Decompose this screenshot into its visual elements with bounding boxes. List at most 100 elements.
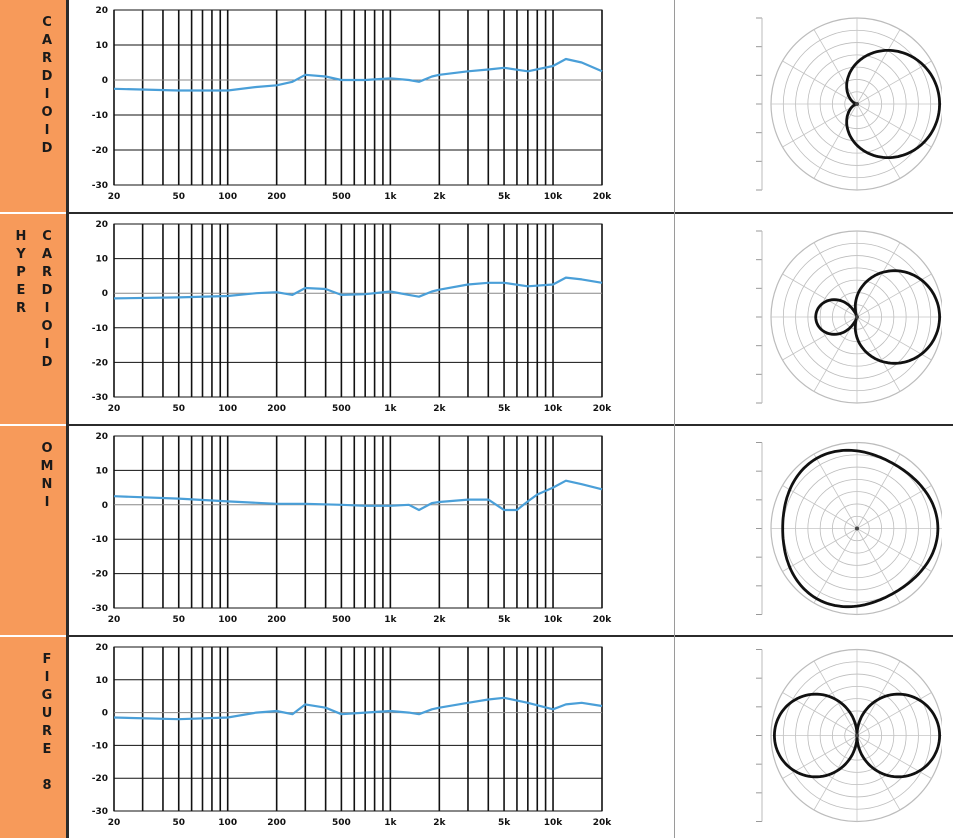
polar-spoke	[856, 29, 901, 105]
pattern-row: O M N I 20 10 0 -10 -20 -30 20 50 100 200 500 1k 2k 5k…	[0, 426, 953, 637]
pattern-label-text: H Y P E R	[15, 229, 27, 316]
y-tick-label: -30	[92, 604, 108, 614]
pattern-label-text: C A R D I O I D	[41, 15, 53, 156]
polar-spoke	[856, 316, 932, 361]
frequency-response-line	[113, 479, 603, 512]
x-tick-label: 200	[267, 818, 286, 828]
pattern-label: O M N I	[0, 426, 66, 635]
x-tick-label: 20	[108, 818, 121, 828]
polar-center-dot	[855, 526, 859, 531]
y-tick-label: 0	[102, 501, 108, 511]
y-tick-label: 0	[102, 709, 108, 719]
plot-frame	[113, 435, 603, 609]
polar-spoke	[782, 528, 858, 572]
x-tick-label: 2k	[433, 404, 446, 414]
x-tick-label: 10k	[544, 192, 564, 202]
y-tick-label: -20	[92, 358, 108, 368]
x-tick-label: 5k	[498, 404, 511, 414]
x-tick-label: 50	[172, 404, 185, 414]
polar-center-dot	[855, 315, 859, 319]
row-separator	[66, 424, 953, 426]
y-tick-label: -10	[92, 324, 108, 334]
column-divider	[674, 0, 675, 838]
row-separator	[66, 635, 953, 637]
polar-pattern-chart	[756, 648, 942, 823]
label-divider	[66, 637, 69, 838]
row-separator	[66, 212, 953, 214]
x-tick-label: 500	[332, 818, 351, 828]
polar-spoke	[856, 103, 901, 179]
polar-spoke	[782, 103, 858, 148]
frequency-response-line	[113, 696, 603, 721]
y-tick-label: 10	[95, 466, 108, 476]
pattern-row: F I G U R E 8 20 10 0 -10 -20 -30 20 50 100 200 500…	[0, 637, 953, 838]
polar-spoke	[782, 273, 858, 318]
y-tick-label: 20	[95, 643, 108, 653]
polar-spoke	[856, 485, 932, 529]
polar-pattern-curve	[773, 692, 941, 779]
polar-pattern-curve	[781, 448, 940, 609]
x-tick-label: 10k	[544, 404, 564, 414]
y-tick-label: 20	[95, 220, 108, 230]
pattern-label: F I G U R E 8	[0, 637, 66, 838]
x-tick-label: 200	[267, 615, 286, 625]
polar-pattern-chart	[756, 441, 942, 616]
x-tick-label: 1k	[384, 192, 397, 202]
x-tick-label: 1k	[384, 404, 397, 414]
x-tick-label: 100	[218, 818, 237, 828]
label-divider	[66, 214, 69, 424]
x-tick-label: 10k	[544, 818, 564, 828]
x-tick-label: 100	[218, 615, 237, 625]
x-tick-label: 5k	[498, 818, 511, 828]
x-tick-label: 5k	[498, 192, 511, 202]
pattern-label-text: C A R D I O I D	[41, 229, 53, 370]
y-tick-label: -30	[92, 393, 108, 403]
frequency-response-line	[113, 276, 603, 300]
pattern-label: C A R D I O I D	[0, 0, 66, 212]
x-tick-label: 500	[332, 404, 351, 414]
y-tick-label: 10	[95, 255, 108, 265]
y-tick-label: -20	[92, 146, 108, 156]
frequency-response-line	[113, 57, 603, 92]
label-divider	[66, 426, 69, 635]
plot-frame	[113, 223, 603, 398]
polar-spoke	[813, 453, 858, 529]
x-tick-label: 20k	[593, 615, 612, 625]
x-tick-label: 5k	[498, 615, 511, 625]
polar-spoke	[856, 103, 932, 148]
x-tick-label: 2k	[433, 192, 446, 202]
polar-spoke	[856, 60, 932, 105]
polar-spoke	[856, 528, 901, 604]
polar-pattern-chart	[756, 17, 942, 191]
pattern-row: C A R D I O I D 20 10 0 -10 -20 -30 20 50 100 200 5…	[0, 0, 953, 214]
x-tick-label: 20k	[593, 818, 612, 828]
y-tick-label: -30	[92, 807, 108, 817]
x-tick-label: 100	[218, 192, 237, 202]
y-tick-label: 0	[102, 289, 108, 299]
pattern-label-text: F I G U R E 8	[41, 652, 53, 793]
x-tick-label: 50	[172, 615, 185, 625]
pattern-row: H Y P E R C A R D I O I D 20 10 0 -10 -20 -30 20…	[0, 214, 953, 426]
y-tick-label: 20	[95, 432, 108, 442]
plot-frame	[113, 646, 603, 812]
x-tick-label: 1k	[384, 615, 397, 625]
x-tick-label: 500	[332, 615, 351, 625]
polar-spoke	[856, 273, 932, 318]
x-tick-label: 20	[108, 192, 121, 202]
x-tick-label: 200	[267, 404, 286, 414]
y-tick-label: -20	[92, 570, 108, 580]
polar-spoke	[856, 453, 901, 529]
polar-pattern-curve	[814, 269, 941, 365]
x-tick-label: 20k	[593, 404, 612, 414]
y-tick-label: 10	[95, 676, 108, 686]
y-tick-label: 0	[102, 76, 108, 86]
polar-spoke	[782, 60, 858, 105]
x-tick-label: 20	[108, 615, 121, 625]
polar-center-dot	[855, 733, 859, 738]
x-tick-label: 2k	[433, 818, 446, 828]
x-tick-label: 1k	[384, 818, 397, 828]
x-tick-label: 500	[332, 192, 351, 202]
polar-center-dot	[855, 102, 859, 106]
